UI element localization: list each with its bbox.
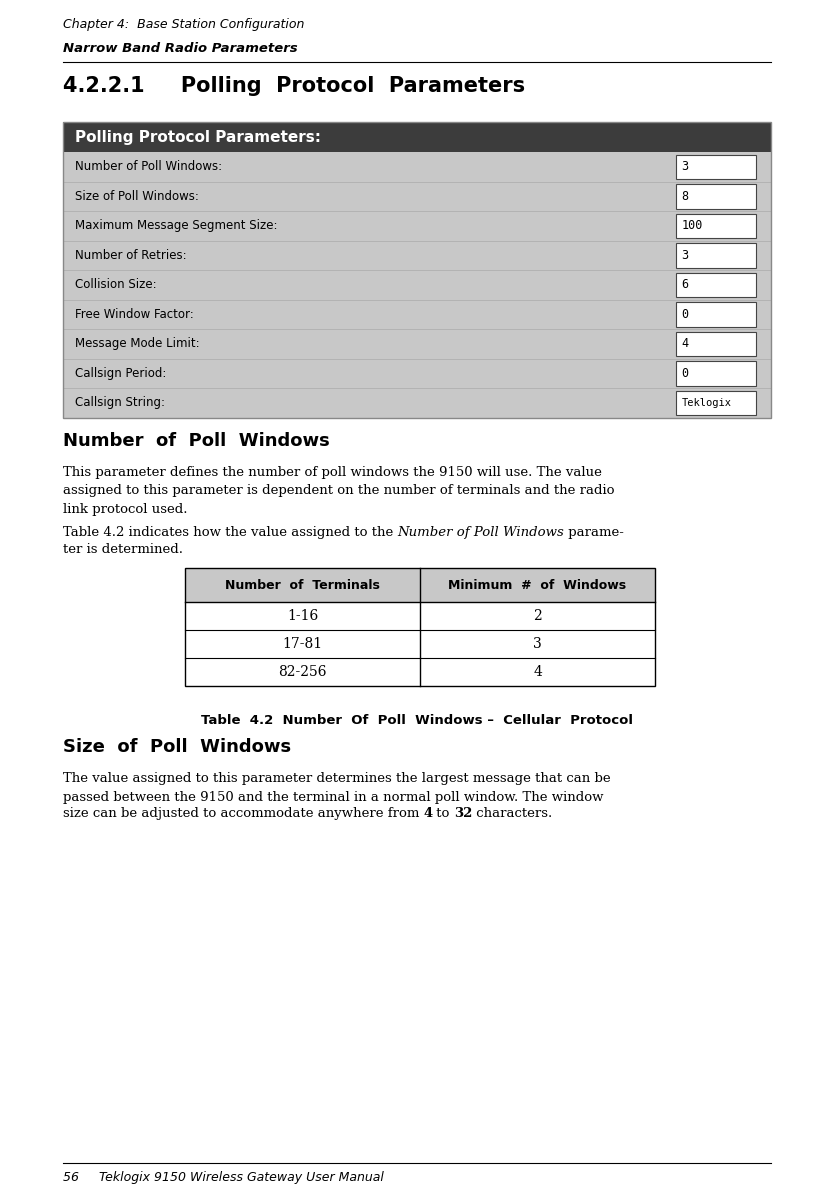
Bar bbox=[676, 243, 756, 267]
Bar bbox=[185, 568, 655, 602]
Text: 4: 4 bbox=[533, 665, 542, 679]
Text: 4: 4 bbox=[681, 337, 689, 350]
Text: Callsign Period:: Callsign Period: bbox=[74, 367, 166, 380]
Text: Table 4.2 indicates how the value assigned to the: Table 4.2 indicates how the value assign… bbox=[63, 525, 397, 538]
Text: Teklogix: Teklogix bbox=[681, 398, 731, 408]
Text: 100: 100 bbox=[681, 219, 703, 233]
Text: 3: 3 bbox=[681, 161, 689, 173]
Text: 2: 2 bbox=[533, 609, 542, 623]
Bar bbox=[676, 391, 756, 415]
Text: characters.: characters. bbox=[472, 807, 553, 820]
Bar bbox=[676, 183, 756, 209]
Text: Collision Size:: Collision Size: bbox=[74, 278, 156, 291]
Bar bbox=[63, 270, 771, 300]
Text: Chapter 4:  Base Station Configuration: Chapter 4: Base Station Configuration bbox=[63, 18, 304, 31]
Text: 4: 4 bbox=[423, 807, 432, 820]
Text: Size  of  Poll  Windows: Size of Poll Windows bbox=[63, 739, 291, 757]
Bar bbox=[63, 300, 771, 329]
Bar bbox=[63, 152, 771, 181]
Bar bbox=[63, 241, 771, 270]
Text: parame-: parame- bbox=[564, 525, 624, 538]
Text: 3: 3 bbox=[533, 637, 542, 651]
Bar bbox=[676, 361, 756, 386]
Text: 82-256: 82-256 bbox=[279, 665, 327, 679]
Bar bbox=[185, 568, 655, 686]
Text: 1-16: 1-16 bbox=[287, 609, 318, 623]
Text: Number of Poll Windows: Number of Poll Windows bbox=[397, 525, 564, 538]
Text: Minimum  #  of  Windows: Minimum # of Windows bbox=[449, 578, 626, 591]
Text: This parameter defines the number of poll windows the 9150 will use. The value
a: This parameter defines the number of pol… bbox=[63, 465, 614, 516]
Text: ter is determined.: ter is determined. bbox=[63, 543, 183, 556]
Text: size can be adjusted to accommodate anywhere from: size can be adjusted to accommodate anyw… bbox=[63, 807, 423, 820]
Bar bbox=[63, 181, 771, 211]
Text: 4.2.2.1     Polling  Protocol  Parameters: 4.2.2.1 Polling Protocol Parameters bbox=[63, 76, 525, 96]
Text: Number  of  Poll  Windows: Number of Poll Windows bbox=[63, 432, 329, 450]
Text: Size of Poll Windows:: Size of Poll Windows: bbox=[74, 189, 198, 203]
Text: Maximum Message Segment Size:: Maximum Message Segment Size: bbox=[74, 219, 277, 233]
Text: Number of Retries:: Number of Retries: bbox=[74, 248, 186, 261]
Bar bbox=[676, 302, 756, 326]
Text: 6: 6 bbox=[681, 278, 689, 291]
Text: Narrow Band Radio Parameters: Narrow Band Radio Parameters bbox=[63, 42, 297, 55]
Text: Polling Protocol Parameters:: Polling Protocol Parameters: bbox=[74, 129, 320, 145]
Text: 0: 0 bbox=[681, 367, 689, 380]
Bar bbox=[676, 272, 756, 297]
Bar bbox=[63, 359, 771, 388]
Text: Callsign String:: Callsign String: bbox=[74, 396, 164, 409]
Bar bbox=[63, 388, 771, 417]
Text: 8: 8 bbox=[681, 189, 689, 203]
Bar bbox=[676, 155, 756, 179]
Text: Free Window Factor:: Free Window Factor: bbox=[74, 308, 193, 321]
Bar bbox=[63, 329, 771, 359]
Bar bbox=[63, 122, 771, 152]
Bar bbox=[63, 211, 771, 241]
Bar bbox=[676, 331, 756, 356]
Text: to: to bbox=[432, 807, 454, 820]
Bar bbox=[63, 122, 771, 417]
Text: 0: 0 bbox=[681, 308, 689, 321]
Text: 3: 3 bbox=[681, 248, 689, 261]
Text: Message Mode Limit:: Message Mode Limit: bbox=[74, 337, 199, 350]
Text: Table  4.2  Number  Of  Poll  Windows –  Cellular  Protocol: Table 4.2 Number Of Poll Windows – Cellu… bbox=[201, 713, 633, 727]
Text: 32: 32 bbox=[454, 807, 472, 820]
Text: 17-81: 17-81 bbox=[283, 637, 323, 651]
Text: The value assigned to this parameter determines the largest message that can be
: The value assigned to this parameter det… bbox=[63, 772, 610, 803]
Text: Number  of  Terminals: Number of Terminals bbox=[225, 578, 380, 591]
Text: 56     Teklogix 9150 Wireless Gateway User Manual: 56 Teklogix 9150 Wireless Gateway User M… bbox=[63, 1171, 384, 1183]
Bar bbox=[676, 213, 756, 237]
Text: Number of Poll Windows:: Number of Poll Windows: bbox=[74, 161, 222, 173]
